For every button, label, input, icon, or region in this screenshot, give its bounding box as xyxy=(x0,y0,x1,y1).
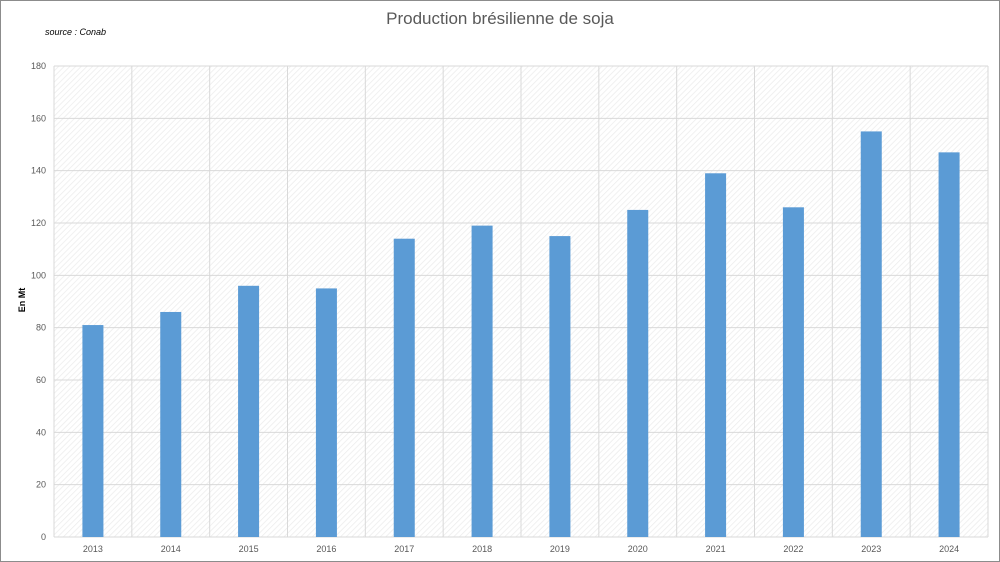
y-tick-label: 160 xyxy=(31,113,46,123)
bar-2017 xyxy=(393,238,415,537)
bar-2024 xyxy=(938,152,960,537)
x-tick-label: 2013 xyxy=(83,544,103,554)
bar-2022 xyxy=(782,207,804,538)
y-tick-label: 140 xyxy=(31,166,46,176)
x-tick-label: 2020 xyxy=(628,544,648,554)
bar-2021 xyxy=(705,173,727,538)
y-tick-label: 0 xyxy=(41,532,46,542)
x-tick-label: 2018 xyxy=(472,544,492,554)
bar-2013 xyxy=(82,325,104,537)
bar-2015 xyxy=(238,285,260,537)
y-tick-label: 60 xyxy=(36,375,46,385)
x-tick-label: 2015 xyxy=(239,544,259,554)
x-tick-label: 2021 xyxy=(706,544,726,554)
chart-title: Production brésilienne de soja xyxy=(386,9,614,28)
y-tick-label: 100 xyxy=(31,270,46,280)
y-tick-label: 180 xyxy=(31,61,46,71)
bars xyxy=(82,131,960,538)
y-tick-label: 40 xyxy=(36,427,46,437)
source-note: source : Conab xyxy=(45,27,107,37)
gridlines xyxy=(53,65,989,538)
x-tick-label: 2016 xyxy=(316,544,336,554)
bar-2023 xyxy=(860,131,882,537)
x-tick-label: 2014 xyxy=(161,544,181,554)
bar-2018 xyxy=(471,225,493,537)
bar-2014 xyxy=(160,311,182,537)
x-tick-labels: 2013 2014 2015 2016 2017 2018 2019 2020 2021 2022… xyxy=(83,544,959,554)
x-tick-label: 2017 xyxy=(394,544,414,554)
y-tick-label: 80 xyxy=(36,323,46,333)
y-tick-label: 20 xyxy=(36,480,46,490)
bar-2020 xyxy=(627,209,649,537)
x-tick-label: 2022 xyxy=(783,544,803,554)
x-tick-label: 2023 xyxy=(861,544,881,554)
y-tick-label: 120 xyxy=(31,218,46,228)
x-tick-label: 2024 xyxy=(939,544,959,554)
bar-2016 xyxy=(315,288,337,537)
x-tick-label: 2019 xyxy=(550,544,570,554)
y-tick-labels: 0 20 40 60 80 100 120 140 160 180 xyxy=(31,61,46,542)
bar-2019 xyxy=(549,236,571,538)
